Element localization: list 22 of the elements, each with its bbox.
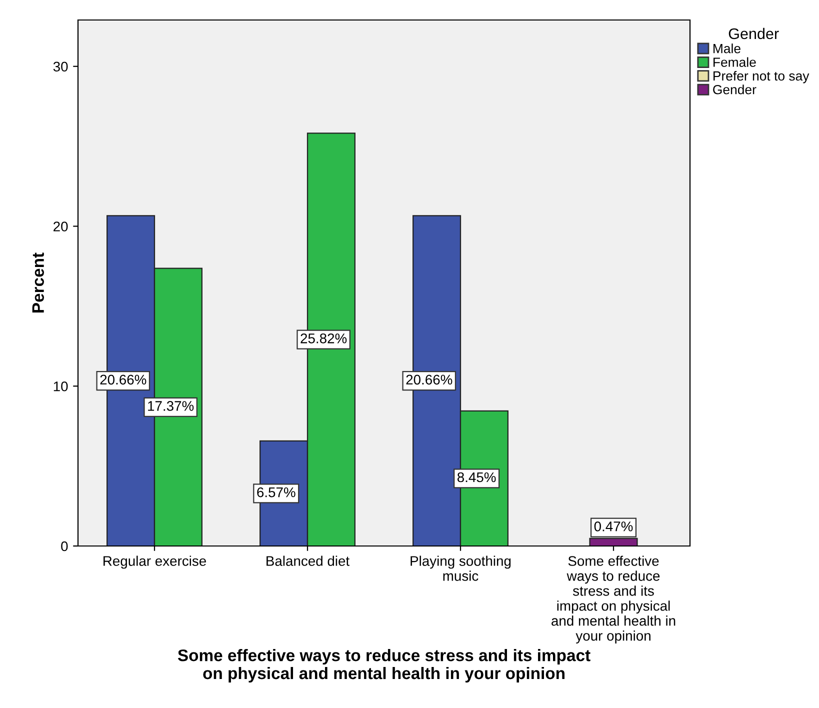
x-axis-title: Some effective ways to reduce stress and its impact on physical and mental health in your opinion xyxy=(178,649,590,683)
y-tick-label: 20 xyxy=(54,222,68,232)
data-label: 17.37% xyxy=(148,401,194,411)
legend-label: Gender xyxy=(713,84,756,94)
y-tick-label: 10 xyxy=(54,381,68,392)
data-label: 0.47% xyxy=(594,521,633,532)
data-label: 8.45% xyxy=(457,472,496,482)
data-label: 20.66% xyxy=(100,374,146,385)
x-tick-label: Playing soothing music xyxy=(410,556,511,581)
data-label: 6.57% xyxy=(257,487,296,498)
data-label: 20.66% xyxy=(406,374,452,385)
data-label: 25.82% xyxy=(300,333,347,344)
x-tick-label: Regular exercise xyxy=(104,556,206,569)
y-tick-label: 0 xyxy=(61,541,68,552)
y-axis-title: Percent xyxy=(32,252,44,312)
legend-label: Female xyxy=(714,57,756,67)
legend-title: Gender xyxy=(728,28,779,40)
y-tick-label: 30 xyxy=(53,62,68,72)
legend-label: Male xyxy=(714,44,740,54)
x-tick-label: Balanced diet xyxy=(266,556,350,566)
legend-label: Prefer not to say xyxy=(714,70,810,84)
x-tick-label: Some effective ways to reduce stress and its impact on physical and mental health in your opinion xyxy=(552,556,676,644)
